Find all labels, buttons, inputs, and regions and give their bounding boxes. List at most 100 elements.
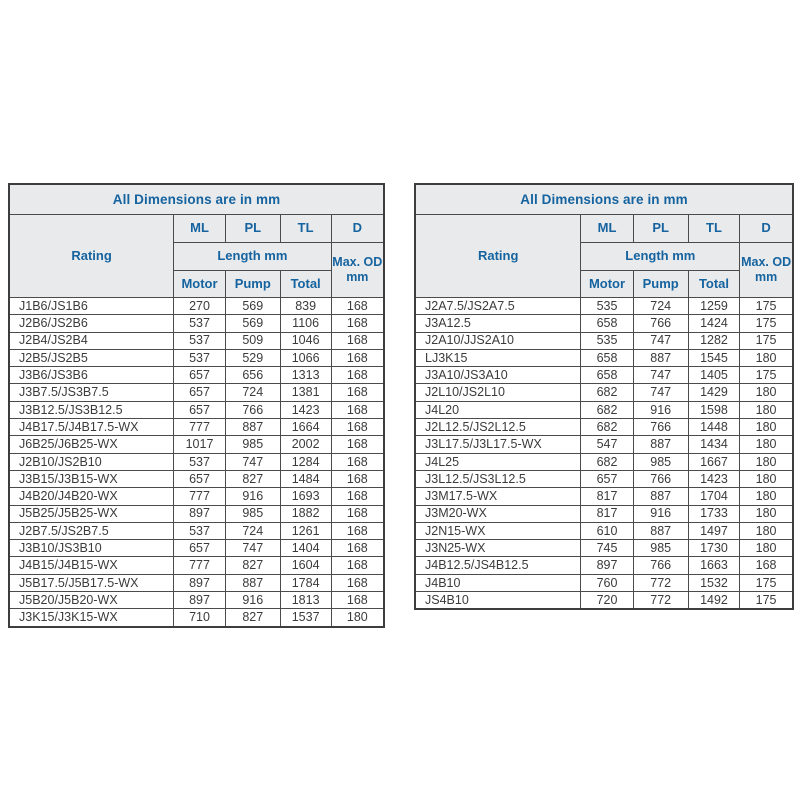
- d-cell: 168: [330, 366, 385, 385]
- d-cell: 180: [739, 452, 794, 471]
- motor-cell: 817: [580, 504, 634, 523]
- rating-cell: J3M17.5-WX: [414, 487, 582, 506]
- pump-cell: 887: [632, 487, 689, 506]
- column-header-d: D: [739, 214, 794, 243]
- motor-cell: 1017: [173, 435, 226, 454]
- table-body-left: J1B6/JS1B6 270 569 839 168 J2B6/JS2B6 537 569 11…: [8, 296, 385, 628]
- pump-cell: 747: [224, 539, 281, 558]
- motor-cell: 547: [580, 435, 634, 454]
- d-cell: 168: [330, 435, 385, 454]
- total-cell: 1704: [687, 487, 741, 506]
- table-row: J2B7.5/JS2B7.5 537 724 1261 168: [8, 521, 385, 541]
- pump-cell: 569: [224, 296, 281, 316]
- total-cell: 1423: [279, 400, 332, 420]
- d-cell: 168: [330, 573, 385, 593]
- rating-cell: J4L25: [414, 452, 582, 471]
- rating-cell: J5B25/J5B25-WX: [8, 504, 175, 523]
- table-row: J4B12.5/JS4B12.5 897 766 1663 168: [414, 556, 794, 575]
- motor-cell: 745: [580, 539, 634, 558]
- d-cell: 168: [330, 383, 385, 402]
- total-cell: 839: [279, 296, 332, 316]
- column-header-length-group: Length mm: [173, 242, 332, 271]
- pump-cell: 766: [632, 314, 689, 333]
- total-cell: 1663: [687, 556, 741, 575]
- d-cell: 168: [330, 504, 385, 523]
- table-row: J2A10/JJS2A10 535 747 1282 175: [414, 331, 794, 350]
- table-row: J2B10/JS2B10 537 747 1284 168: [8, 452, 385, 471]
- total-cell: 1598: [687, 400, 741, 420]
- d-cell: 175: [739, 314, 794, 333]
- pump-cell: 772: [632, 573, 689, 593]
- table-row: J2B6/JS2B6 537 569 1106 168: [8, 314, 385, 333]
- d-cell: 180: [739, 400, 794, 420]
- pump-cell: 766: [632, 418, 689, 437]
- table-row: J4L20 682 916 1598 180: [414, 400, 794, 420]
- motor-cell: 760: [580, 573, 634, 593]
- total-cell: 1484: [279, 469, 332, 489]
- column-header-max-od: Max. OD mm: [739, 242, 794, 298]
- pump-cell: 747: [632, 331, 689, 350]
- d-cell: 175: [739, 366, 794, 385]
- table-row: J3M17.5-WX 817 887 1704 180: [414, 487, 794, 506]
- total-cell: 1423: [687, 469, 741, 489]
- pump-cell: 747: [224, 452, 281, 471]
- motor-cell: 537: [173, 314, 226, 333]
- rating-cell: J2B4/JS2B4: [8, 331, 175, 350]
- d-cell: 168: [330, 418, 385, 437]
- rating-cell: JS4B10: [414, 591, 582, 610]
- motor-cell: 777: [173, 418, 226, 437]
- column-header-rating: Rating: [414, 214, 582, 298]
- pump-cell: 916: [632, 400, 689, 420]
- total-cell: 1882: [279, 504, 332, 523]
- motor-cell: 657: [580, 469, 634, 489]
- d-cell: 168: [330, 539, 385, 558]
- rating-cell: J2B10/JS2B10: [8, 452, 175, 471]
- table-row: J3A10/JS3A10 658 747 1405 175: [414, 366, 794, 385]
- column-header-pl: PL: [632, 214, 689, 243]
- motor-cell: 658: [580, 314, 634, 333]
- total-cell: 1261: [279, 521, 332, 541]
- column-header-length-group: Length mm: [580, 242, 741, 271]
- total-cell: 1664: [279, 418, 332, 437]
- table-row: J3L17.5/J3L17.5-WX 547 887 1434 180: [414, 435, 794, 454]
- table-row: J3B10/JS3B10 657 747 1404 168: [8, 539, 385, 558]
- column-header-rating: Rating: [8, 214, 175, 298]
- total-cell: 1784: [279, 573, 332, 593]
- total-cell: 1497: [687, 521, 741, 541]
- d-cell: 168: [330, 296, 385, 316]
- rating-cell: J3K15/J3K15-WX: [8, 608, 175, 628]
- motor-cell: 535: [580, 296, 634, 316]
- rating-cell: J4B17.5/J4B17.5-WX: [8, 418, 175, 437]
- total-cell: 1667: [687, 452, 741, 471]
- rating-cell: J2A10/JJS2A10: [414, 331, 582, 350]
- rating-cell: J3A12.5: [414, 314, 582, 333]
- table-row: J6B25/J6B25-WX 1017 985 2002 168: [8, 435, 385, 454]
- pump-cell: 656: [224, 366, 281, 385]
- motor-cell: 657: [173, 383, 226, 402]
- column-header-total: Total: [279, 270, 332, 298]
- pump-cell: 916: [632, 504, 689, 523]
- column-header-pump: Pump: [224, 270, 281, 298]
- pump-cell: 747: [632, 366, 689, 385]
- d-cell: 168: [330, 452, 385, 471]
- d-cell: 168: [330, 331, 385, 350]
- rating-cell: J3B10/JS3B10: [8, 539, 175, 558]
- pump-cell: 509: [224, 331, 281, 350]
- rating-cell: J2B5/JS2B5: [8, 348, 175, 368]
- table-row: J4B20/J4B20-WX 777 916 1693 168: [8, 487, 385, 506]
- table-row: J2L12.5/JS2L12.5 682 766 1448 180: [414, 418, 794, 437]
- table-row: J4B15/J4B15-WX 777 827 1604 168: [8, 556, 385, 575]
- motor-cell: 537: [173, 348, 226, 368]
- pump-cell: 985: [224, 504, 281, 523]
- table-row: J4L25 682 985 1667 180: [414, 452, 794, 471]
- motor-cell: 682: [580, 400, 634, 420]
- total-cell: 1813: [279, 591, 332, 610]
- motor-cell: 682: [580, 383, 634, 402]
- rating-cell: J2L12.5/JS2L12.5: [414, 418, 582, 437]
- rating-cell: J2B7.5/JS2B7.5: [8, 521, 175, 541]
- pump-cell: 887: [632, 435, 689, 454]
- d-cell: 168: [330, 556, 385, 575]
- table-title: All Dimensions are in mm: [8, 183, 385, 215]
- table-row: J2L10/JS2L10 682 747 1429 180: [414, 383, 794, 402]
